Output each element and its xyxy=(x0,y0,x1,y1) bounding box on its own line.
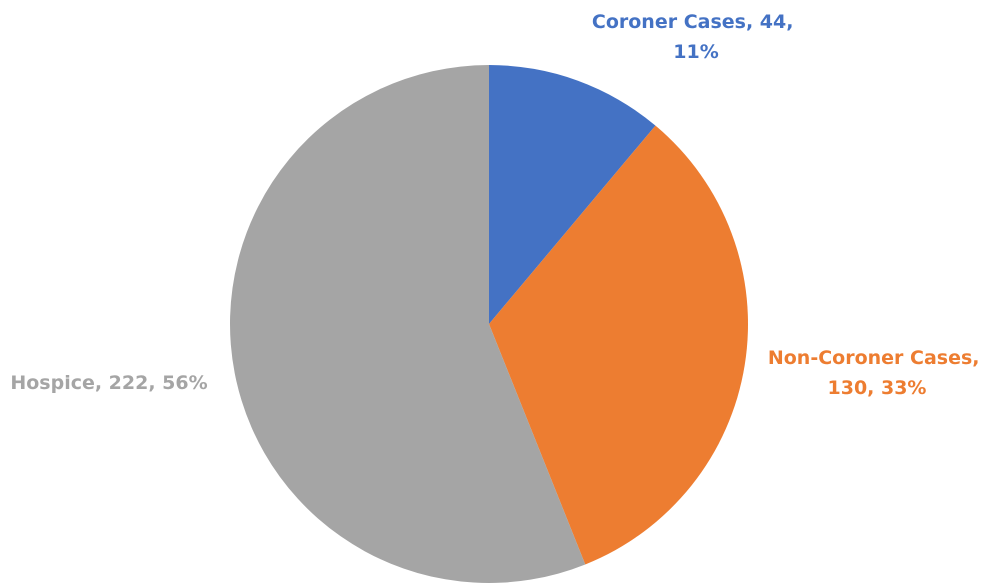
slice-non-coroner-cases xyxy=(489,125,748,565)
data-label-hospice: Hospice, 222, 56% xyxy=(10,372,207,394)
pie-slices xyxy=(229,65,748,583)
data-label-coroner-cases-line2: 11% xyxy=(673,41,718,63)
slice-coroner-cases xyxy=(489,65,656,324)
data-label-hospice-line1: Hospice, 222, 56% xyxy=(10,372,207,394)
data-label-non-coroner-cases-line1: Non-Coroner Cases, xyxy=(768,347,980,369)
data-label-non-coroner-cases-line2: 130, 33% xyxy=(828,377,927,399)
data-label-coroner-cases-line1: Coroner Cases, 44, xyxy=(592,11,794,33)
data-label-non-coroner-cases: Non-Coroner Cases, 130, 33% xyxy=(768,347,986,399)
data-label-coroner-cases: Coroner Cases, 44, 11% xyxy=(592,11,800,63)
slice-hospice xyxy=(229,65,586,583)
data-labels: Coroner Cases, 44, 11% Non-Coroner Cases… xyxy=(10,11,986,399)
